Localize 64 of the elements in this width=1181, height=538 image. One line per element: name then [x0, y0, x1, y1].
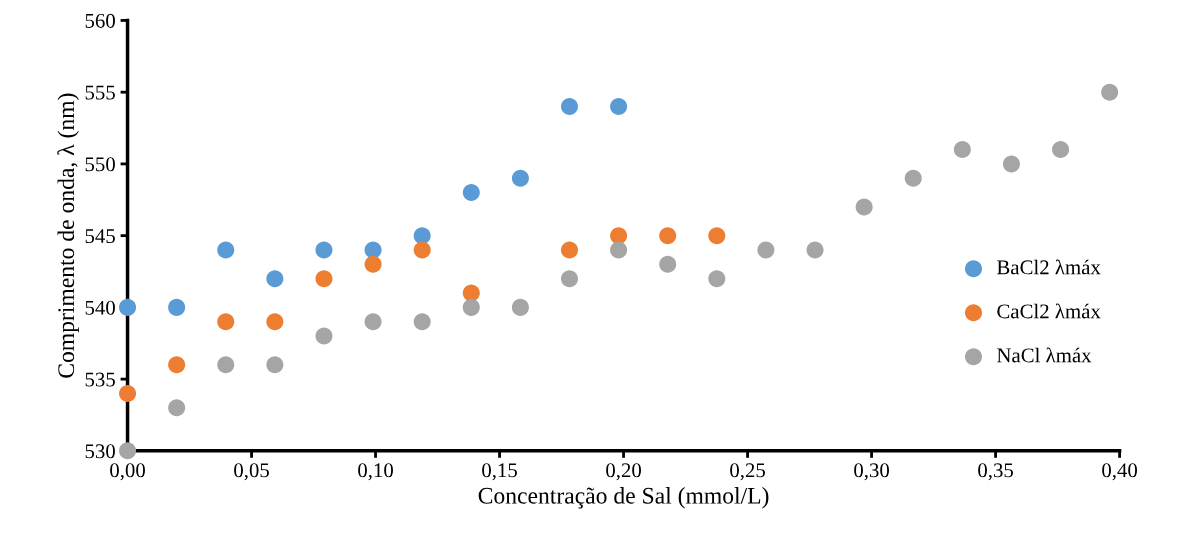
y-tick-label: 530 [85, 444, 115, 459]
legend-label: NaCl λmáx [997, 347, 1092, 363]
point [217, 313, 235, 331]
point [266, 356, 284, 374]
point [266, 270, 284, 288]
point [610, 241, 628, 259]
point [1101, 83, 1119, 101]
y-tick-label: 545 [85, 229, 115, 244]
point [119, 442, 137, 460]
x-axis-title: Concentração de Sal (mmol/L) [478, 487, 769, 509]
x-tick-label: 0,35 [978, 463, 1013, 481]
point [855, 198, 873, 216]
point [561, 241, 579, 259]
point [659, 255, 677, 273]
point [561, 270, 579, 288]
point [119, 298, 137, 316]
point [315, 270, 333, 288]
x-tick-label: 0,40 [1102, 463, 1138, 481]
point [511, 298, 529, 316]
point [217, 356, 235, 374]
point [413, 241, 431, 259]
legend-label: BaCl2 λmáx [997, 259, 1101, 275]
point [119, 384, 137, 402]
point [364, 255, 382, 273]
point [413, 227, 431, 245]
point [561, 98, 579, 116]
point [266, 313, 284, 331]
point [806, 241, 824, 259]
point [1002, 155, 1020, 173]
point [168, 399, 186, 417]
point [757, 241, 775, 259]
point [168, 298, 186, 316]
point [904, 169, 922, 187]
y-tick-label: 540 [85, 300, 115, 315]
point [659, 227, 677, 245]
x-tick-label: 0,25 [730, 463, 765, 481]
y-tick-label: 535 [85, 372, 115, 387]
point [168, 356, 186, 374]
point [462, 298, 480, 316]
point [511, 169, 529, 187]
legend-label: CaCl2 λmáx [997, 303, 1101, 319]
y-tick-label: 555 [85, 85, 115, 100]
point [315, 241, 333, 259]
x-tick-label: 0,10 [358, 463, 393, 481]
x-tick-label: 0,20 [606, 463, 641, 481]
point [953, 141, 971, 159]
point [708, 270, 726, 288]
x-tick-label: 0,15 [482, 463, 517, 481]
point [364, 313, 382, 331]
point [315, 327, 333, 345]
point [610, 227, 628, 245]
point [462, 184, 480, 202]
point [610, 98, 628, 116]
point [708, 227, 726, 245]
point [462, 284, 480, 302]
x-tick-label: 0,00 [110, 463, 145, 481]
point [1052, 141, 1070, 159]
x-tick-label: 0,05 [234, 463, 269, 481]
y-tick-label: 560 [85, 13, 115, 28]
point [413, 313, 431, 331]
y-axis-title: Comprimento de onda, λ (nm) [57, 93, 79, 378]
point [217, 241, 235, 259]
x-tick-label: 0,30 [854, 463, 890, 481]
y-tick-label: 550 [85, 157, 115, 172]
